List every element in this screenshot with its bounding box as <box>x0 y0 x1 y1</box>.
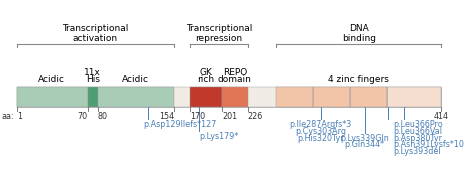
Bar <box>17 87 88 107</box>
Text: 11x: 11x <box>84 68 101 77</box>
Text: p.Lys393del: p.Lys393del <box>393 147 441 156</box>
Bar <box>350 87 387 107</box>
Bar <box>88 87 98 107</box>
Text: 70: 70 <box>77 112 88 121</box>
Text: p.Asp380Tyr: p.Asp380Tyr <box>393 134 443 143</box>
Text: Acidic: Acidic <box>38 74 65 84</box>
Text: domain: domain <box>218 74 252 84</box>
Text: p.Ile287Argfs*3: p.Ile287Argfs*3 <box>290 120 352 129</box>
Text: p.Gln344*: p.Gln344* <box>345 140 385 149</box>
Bar <box>387 87 441 107</box>
Text: Transcriptional
repression: Transcriptional repression <box>186 24 252 43</box>
Text: p.Asp129Ilefs*127: p.Asp129Ilefs*127 <box>143 120 217 129</box>
Text: p.Asn391Lysfs*10: p.Asn391Lysfs*10 <box>393 140 465 149</box>
Text: p.Cys303Arg: p.Cys303Arg <box>295 127 346 136</box>
Text: 80: 80 <box>98 112 108 121</box>
Text: GK: GK <box>200 68 213 77</box>
Text: 154: 154 <box>159 112 174 121</box>
Text: aa:: aa: <box>1 112 14 121</box>
Text: 1: 1 <box>17 112 22 121</box>
Bar <box>190 87 222 107</box>
Text: His: His <box>86 74 100 84</box>
Text: 170: 170 <box>190 112 205 121</box>
Bar <box>276 87 313 107</box>
Bar <box>222 87 248 107</box>
Bar <box>17 87 441 107</box>
Text: 201: 201 <box>222 112 237 121</box>
Text: REPO: REPO <box>223 68 247 77</box>
Text: p.His320Tyr: p.His320Tyr <box>297 134 344 143</box>
Text: p.Lys179*: p.Lys179* <box>200 132 239 141</box>
Text: Transcriptional
activation: Transcriptional activation <box>62 24 128 43</box>
Text: 4 zinc fingers: 4 zinc fingers <box>328 74 389 84</box>
Text: p.Lys339Gln: p.Lys339Gln <box>340 134 389 143</box>
Text: p.Leu366Pro: p.Leu366Pro <box>393 120 443 129</box>
Text: DNA
binding: DNA binding <box>342 24 375 43</box>
Text: 414: 414 <box>433 112 448 121</box>
Text: 226: 226 <box>248 112 263 121</box>
Bar <box>17 87 441 107</box>
Text: p.Leu366Val: p.Leu366Val <box>393 127 443 136</box>
Bar <box>313 87 350 107</box>
Bar <box>98 87 174 107</box>
Text: Acidic: Acidic <box>122 74 149 84</box>
Text: rich: rich <box>198 74 215 84</box>
